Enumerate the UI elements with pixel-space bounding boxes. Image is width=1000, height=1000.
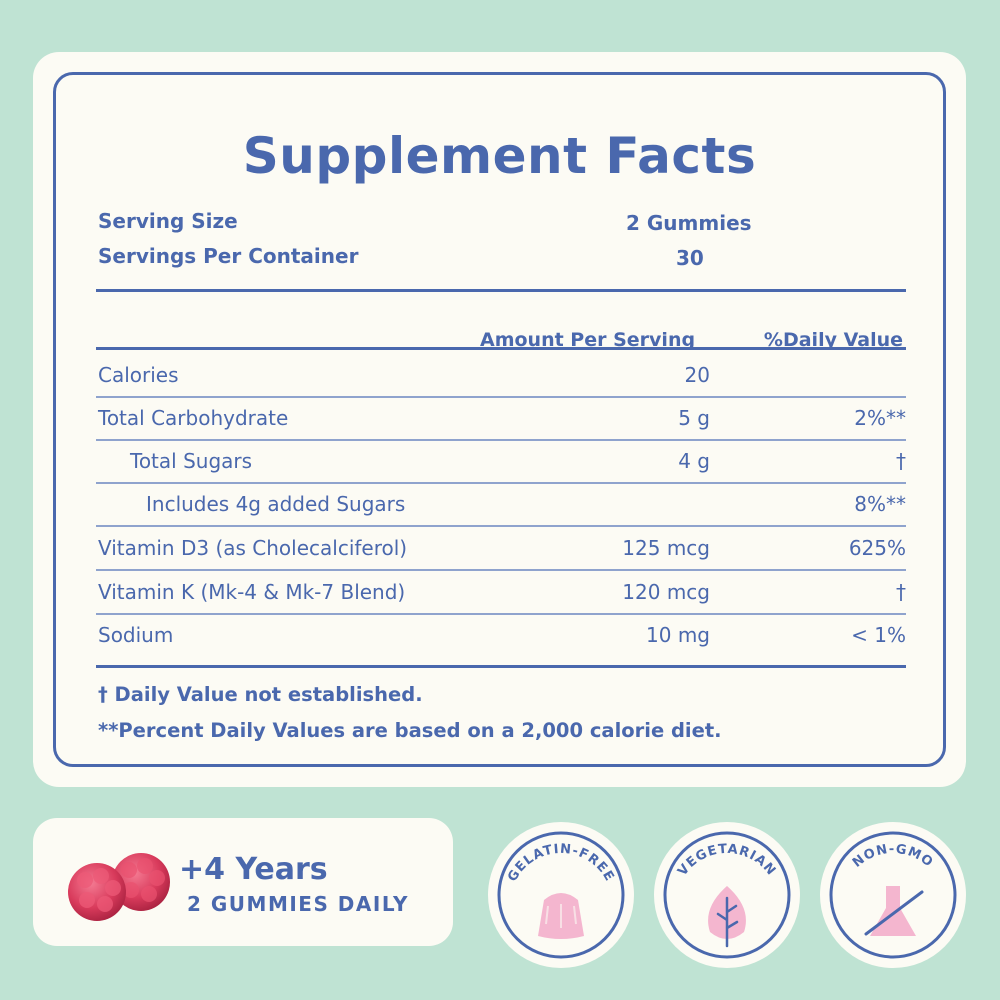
nutrient-label: Vitamin D3 (as Cholecalciferol) xyxy=(98,536,408,560)
supplement-facts-frame: Supplement Facts Serving Size 2 Gummies … xyxy=(53,72,946,767)
row-divider xyxy=(96,439,906,441)
nutrient-row: Sodium 10 mg < 1% xyxy=(96,613,906,656)
nutrient-row: Calories 20 xyxy=(96,353,906,396)
supplement-facts-card: Supplement Facts Serving Size 2 Gummies … xyxy=(33,52,966,787)
row-divider xyxy=(96,396,906,398)
row-divider xyxy=(96,613,906,615)
nutrient-row: Total Carbohydrate 5 g 2%** xyxy=(96,396,906,439)
serving-size-label: Serving Size xyxy=(98,209,238,233)
dosage-label: 2 GUMMIES DAILY xyxy=(187,892,409,916)
age-label: +4 Years xyxy=(179,852,328,887)
nutrient-amount: 20 xyxy=(684,363,710,387)
daily-value-header: %Daily Value xyxy=(763,329,903,351)
divider-bottom xyxy=(96,665,906,668)
nutrient-dv: 625% xyxy=(848,536,906,560)
servings-per-container-label: Servings Per Container xyxy=(98,244,359,268)
nutrient-label: Total Sugars xyxy=(130,449,253,473)
footnote-percent: **Percent Daily Values are based on a 2,… xyxy=(98,719,722,742)
nutrient-amount: 125 mcg xyxy=(622,536,710,560)
divider-top xyxy=(96,289,906,292)
gelatin-free-seal: GELATIN-FREE xyxy=(488,822,634,968)
nutrient-amount: 4 g xyxy=(678,449,710,473)
nutrient-label: Sodium xyxy=(98,623,174,647)
nutrient-dv: < 1% xyxy=(851,623,906,647)
divider-header xyxy=(96,347,906,350)
vegetarian-seal: VEGETARIAN xyxy=(654,822,800,968)
serving-size-value: 2 Gummies xyxy=(626,211,752,235)
dosage-badge: +4 Years 2 GUMMIES DAILY xyxy=(33,818,453,946)
panel-title: Supplement Facts xyxy=(242,127,757,185)
jelly-icon xyxy=(538,893,584,939)
nutrient-row: Includes 4g added Sugars 8%** xyxy=(96,482,906,525)
nutrient-row: Vitamin D3 (as Cholecalciferol) 125 mcg … xyxy=(96,526,906,569)
nutrient-dv: † xyxy=(896,580,906,604)
nutrient-dv: 8%** xyxy=(854,492,906,516)
footnote-dagger: † Daily Value not established. xyxy=(98,683,423,706)
nutrient-label: Calories xyxy=(98,363,179,387)
nutrient-row: Total Sugars 4 g † xyxy=(96,439,906,482)
leaf-icon xyxy=(708,886,746,948)
servings-per-container-value: 30 xyxy=(676,246,704,270)
nutrient-amount: 120 mcg xyxy=(622,580,710,604)
gummies-icon xyxy=(68,853,170,921)
row-divider xyxy=(96,525,906,527)
nutrient-label: Total Carbohydrate xyxy=(98,406,289,430)
non-gmo-seal: NON-GMO xyxy=(820,822,966,968)
nutrient-amount: 5 g xyxy=(678,406,710,430)
amount-per-serving-header: Amount Per Serving xyxy=(480,329,696,351)
flask-icon xyxy=(864,886,924,936)
row-divider xyxy=(96,569,906,571)
row-divider xyxy=(96,482,906,484)
nutrient-label: Includes 4g added Sugars xyxy=(146,492,406,516)
nutrient-label: Vitamin K (Mk-4 & Mk-7 Blend) xyxy=(98,580,406,604)
nutrient-row: Vitamin K (Mk-4 & Mk-7 Blend) 120 mcg † xyxy=(96,570,906,613)
nutrient-dv: 2%** xyxy=(854,406,906,430)
nutrient-amount: 10 mg xyxy=(646,623,710,647)
nutrient-dv: † xyxy=(896,449,906,473)
